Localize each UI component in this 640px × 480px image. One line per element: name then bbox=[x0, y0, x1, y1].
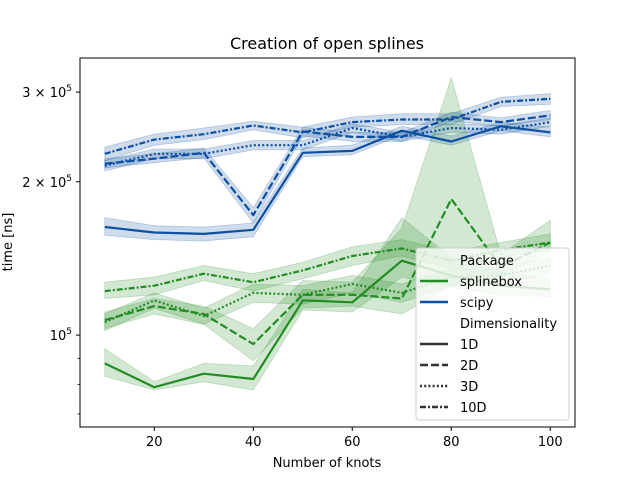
legend-box bbox=[415, 247, 570, 421]
y-tick-label: 3 × 105 bbox=[22, 84, 72, 101]
axes: 20 40 60 80 100 105 2 × 105 3 × 105 bbox=[22, 57, 576, 450]
ci-band-scipy-10D bbox=[104, 93, 551, 162]
legend-label-1D: 1D bbox=[460, 338, 478, 353]
legend-label-3D: 3D bbox=[460, 380, 478, 395]
y-tick-label: 2 × 105 bbox=[22, 174, 72, 191]
series-line-splinebox-10D bbox=[104, 241, 551, 293]
y-axis-label: time [ns] bbox=[1, 213, 16, 272]
plot-frame bbox=[79, 57, 576, 428]
y-tick-label: 105 bbox=[50, 327, 72, 344]
legend-title-package: Package bbox=[460, 254, 514, 269]
x-axis-label: Number of knots bbox=[273, 456, 382, 471]
series-line-splinebox-2D bbox=[104, 197, 551, 346]
x-tick-label: 40 bbox=[245, 435, 262, 450]
series-line-scipy-2D bbox=[104, 114, 551, 217]
chart-title: Creation of open splines bbox=[230, 34, 424, 53]
x-tick-label: 80 bbox=[443, 435, 460, 450]
ci-band-scipy-1D bbox=[104, 121, 551, 242]
ci-band-scipy-2D bbox=[104, 110, 551, 224]
legend-label-scipy: scipy bbox=[460, 296, 494, 311]
legend-label-splinebox: splinebox bbox=[460, 275, 522, 290]
x-tick-label: 60 bbox=[344, 435, 361, 450]
legend-title-dimensionality: Dimensionality bbox=[460, 317, 557, 332]
series-line-scipy-10D bbox=[104, 97, 551, 155]
legend-label-10D: 10D bbox=[460, 401, 487, 416]
series-line-scipy-1D bbox=[104, 125, 551, 235]
x-tick-label: 20 bbox=[146, 435, 163, 450]
legend: Package splinebox scipy Dimensionality 1D 2D 3… bbox=[415, 247, 570, 421]
legend-label-2D: 2D bbox=[460, 359, 478, 374]
x-tick-label: 100 bbox=[538, 435, 563, 450]
series-line-scipy-3D bbox=[104, 121, 551, 167]
